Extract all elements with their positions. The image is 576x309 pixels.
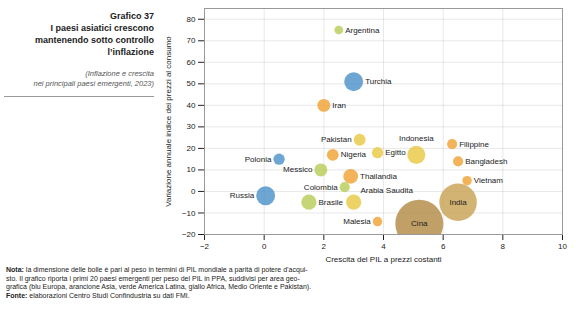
svg-text:40: 40 — [187, 101, 196, 110]
html-text:Fonte: elaborazioni Centro Stu: Fonte: elaborazioni Centro Studi Confind… — [6, 291, 190, 299]
svg-text:Iran: Iran — [332, 101, 346, 110]
svg-text:50: 50 — [187, 79, 196, 88]
svg-text:10: 10 — [187, 165, 196, 174]
svg-text:Vietnam: Vietnam — [474, 176, 504, 185]
html-text:sto. Il grafico riporta i prim: sto. Il grafico riporta i primi 20 paesi… — [6, 274, 300, 282]
svg-text:Messico: Messico — [283, 165, 313, 174]
svg-text:Malesia: Malesia — [343, 217, 371, 226]
svg-text:70: 70 — [187, 36, 196, 45]
svg-text:Turchia: Turchia — [365, 77, 392, 86]
svg-text:60: 60 — [187, 58, 196, 67]
svg-text:4: 4 — [381, 242, 386, 251]
svg-text:Arabia Saudita: Arabia Saudita — [360, 186, 413, 195]
svg-text:2: 2 — [322, 242, 327, 251]
html-text:Grafico 37 I paesi asiatici cr: Grafico 37 I paesi asiatici crescono man… — [35, 11, 154, 58]
svg-text:Argentina: Argentina — [345, 26, 380, 35]
svg-text:India: India — [449, 198, 467, 207]
svg-text:30: 30 — [187, 122, 196, 131]
svg-text:0: 0 — [191, 187, 196, 196]
svg-text:Variazione annuale indice dei: Variazione annuale indice dei prezzi al … — [164, 36, 173, 207]
svg-text:Polonia: Polonia — [245, 155, 272, 164]
svg-text:0: 0 — [262, 242, 267, 251]
svg-text:20: 20 — [187, 144, 196, 153]
svg-text:6: 6 — [441, 242, 446, 251]
svg-text:10: 10 — [558, 242, 567, 251]
svg-text:Bangladesh: Bangladesh — [465, 157, 507, 166]
svg-text:−20: −20 — [182, 230, 196, 239]
svg-text:8: 8 — [501, 242, 506, 251]
html-text:Nota: la dimensione delle boll: Nota: la dimensione delle bolle è pari a… — [6, 266, 308, 273]
svg-text:−10: −10 — [182, 209, 196, 218]
svg-text:−2: −2 — [200, 242, 210, 251]
svg-text:Cina: Cina — [411, 219, 428, 228]
svg-text:Nigeria: Nigeria — [341, 150, 367, 159]
svg-text:Crescita del PIL a prezzi cost: Crescita del PIL a prezzi costanti — [325, 255, 441, 264]
svg-text:Filippine: Filippine — [459, 140, 489, 149]
svg-text:80: 80 — [187, 15, 196, 24]
svg-text:Colombia: Colombia — [304, 183, 338, 192]
html-text:grafica (blu Europa, arancione: grafica (blu Europa, arancione Asia, ver… — [6, 283, 312, 291]
svg-text:Russia: Russia — [230, 191, 255, 200]
svg-text:Egitto: Egitto — [385, 148, 406, 157]
svg-text:Thailandia: Thailandia — [360, 172, 397, 181]
svg-text:Pakistan: Pakistan — [321, 135, 352, 144]
svg-text:Brasile: Brasile — [319, 198, 344, 207]
svg-text:Indonesia: Indonesia — [399, 134, 434, 143]
html-text:(Inflazione e crescita nei pri: (Inflazione e crescita nei principali pa… — [33, 68, 154, 89]
